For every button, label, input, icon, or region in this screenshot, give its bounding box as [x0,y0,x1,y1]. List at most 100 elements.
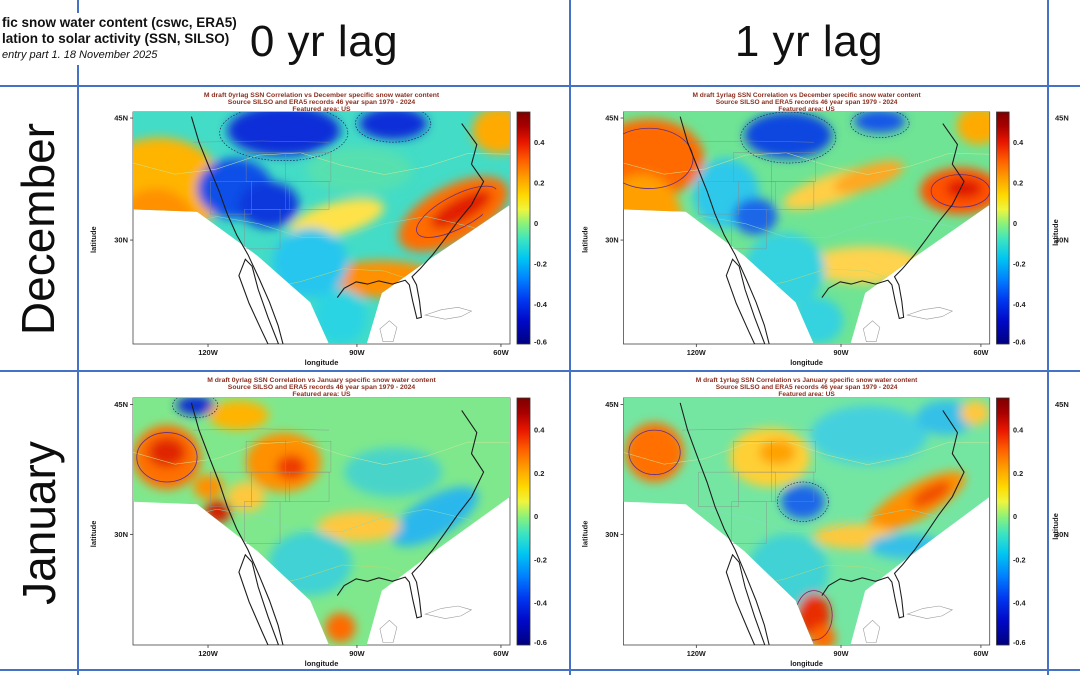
y-axis-label: latitude [1051,513,1060,540]
map-figure-december-1yr: M draft 1yrlag SSN Correlation vs Decemb… [581,92,1027,367]
x-tick-label: 90W [349,348,365,357]
x-tick-label: 120W [198,649,219,658]
west-coastline [679,402,770,645]
colorbar [996,111,1010,345]
map-source: Source SILSO and ERA5 records 46 year sp… [228,99,416,106]
map-source: Source SILSO and ERA5 records 46 year sp… [716,384,898,391]
y-axis-label: latitude [89,226,98,253]
colorbar-tick-label: 0.2 [534,178,544,187]
x-tick-label: 60W [493,649,509,658]
map-panel-december-1yr: M draft 1yrlag SSN Correlation vs Decemb… [570,86,1048,371]
x-tick-label: 120W [687,649,706,658]
colorbar-tick-label: 0.2 [1013,469,1023,478]
colorbar-tick-label: -0.6 [1013,638,1026,647]
colorbar-tick-label: -0.6 [1013,337,1026,346]
map-source: Source SILSO and ERA5 records 46 year sp… [228,384,416,391]
x-tick-label: 60W [973,649,988,658]
map-title: M draft 1yrlag SSN Correlation vs Decemb… [692,92,921,99]
colorbar-tick-label: -0.4 [534,300,548,309]
baja-outline [238,258,280,344]
row-label-december: December [12,122,65,335]
colorbar-tick-label: -0.4 [1013,300,1026,309]
island-outline [862,320,881,342]
island-outline [862,619,881,643]
y-axis-label: latitude [1051,219,1060,246]
column-header-1yr-lag: 1 yr lag [734,17,884,66]
table-border-vertical-middle [569,0,571,675]
y-tick-label: 45N [1055,114,1069,123]
colorbar-tick-label: -0.2 [534,260,547,269]
table-border-vertical-left [77,0,79,675]
y-tick-label: 30N [605,530,618,539]
geography-overlay [190,402,485,645]
colorbar-tick-label: -0.6 [534,337,547,346]
partial-panel-right-january: 45N 30N latitude [1049,371,1080,675]
deck-title-line-2: lation to solar activity (SSN, SILSO) [2,31,230,47]
colorbar-tick-label: 0.4 [534,138,545,147]
y-axis-label: latitude [89,521,98,548]
west-coastline [190,116,284,344]
y-tick-label: 45N [605,400,618,409]
colorbar-tick-label: -0.6 [534,638,547,647]
x-axis-label: longitude [790,358,823,367]
colorbar-tick-label: 0.2 [1013,178,1023,187]
y-tick-label: 45N [114,114,128,123]
colorbar-tick-label: 0.4 [1013,426,1024,435]
colorbar [516,397,531,646]
table-border-horizontal-top [0,85,1080,87]
y-axis-label: latitude [581,226,590,253]
y-tick-label: 30N [114,530,128,539]
y-tick-label: 30N [605,236,618,245]
deck-subtitle: entry part 1. 18 November 2025 [2,48,158,61]
x-axis-label: longitude [790,659,823,668]
island-outline [379,619,398,643]
map-title: M draft 0yrlag SSN Correlation vs Januar… [207,377,436,384]
colorbar-tick-label: -0.2 [1013,555,1026,564]
west-coastline [190,402,284,645]
table-border-horizontal-middle [0,370,1080,372]
map-panel-december-0yr: M draft 0yrlag SSN Correlation vs Decemb… [78,86,570,371]
x-tick-label: 90W [834,348,849,357]
colorbar-tick-label: 0 [534,512,538,521]
west-coastline [679,116,770,344]
colorbar [516,111,531,345]
correlation-field [623,112,990,344]
map-area: Featured area: US [292,391,351,398]
y-tick-label: 45N [1055,400,1069,409]
colorbar-tick-label: 0.2 [534,469,544,478]
row-label-january: January [12,441,65,605]
cuba-outline [906,605,954,619]
x-tick-label: 90W [834,649,849,658]
table-border-horizontal-bottom [0,669,1080,671]
colorbar-tick-label: 0.4 [1013,138,1024,147]
y-tick-label: 30N [1055,236,1069,245]
partial-panel-right-december: 45N 30N latitude [1049,86,1080,371]
x-tick-label: 60W [493,348,509,357]
colorbar-tick-label: -0.2 [1013,259,1026,268]
x-axis-label: longitude [305,659,339,668]
map-title: M draft 1yrlag SSN Correlation vs Januar… [696,377,918,384]
colorbar-tick-label: 0 [534,219,538,228]
correlation-field [133,398,479,643]
map-source: Source SILSO and ERA5 records 46 year sp… [716,99,898,106]
baja-outline [725,258,766,344]
geography-overlay [679,402,965,645]
colorbar-tick-label: -0.2 [534,555,547,564]
y-tick-label: 45N [114,400,128,409]
baja-outline [725,553,766,645]
deck-title-line-1: fic snow water content (cswc, ERA5) [2,15,237,30]
east-coastline [821,123,965,320]
x-axis-label: longitude [305,358,339,367]
y-axis-label: latitude [581,521,590,548]
map-area: Featured area: US [292,106,351,113]
y-tick-label: 30N [114,236,128,245]
geography-overlay [190,116,485,344]
east-coastline [336,410,485,619]
colorbar-tick-label: -0.4 [1013,599,1026,608]
map-panel-january-1yr: M draft 1yrlag SSN Correlation vs Januar… [570,371,1048,675]
cuba-outline [906,306,954,320]
map-area: Featured area: US [778,391,835,398]
